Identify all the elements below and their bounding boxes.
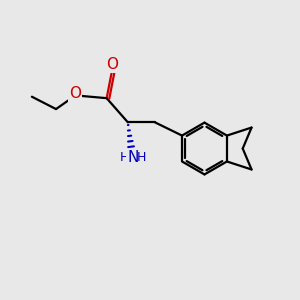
Text: O: O: [106, 57, 118, 72]
Text: H: H: [120, 151, 129, 164]
Text: H: H: [137, 151, 146, 164]
Text: O: O: [69, 86, 81, 101]
Text: N: N: [127, 150, 139, 165]
